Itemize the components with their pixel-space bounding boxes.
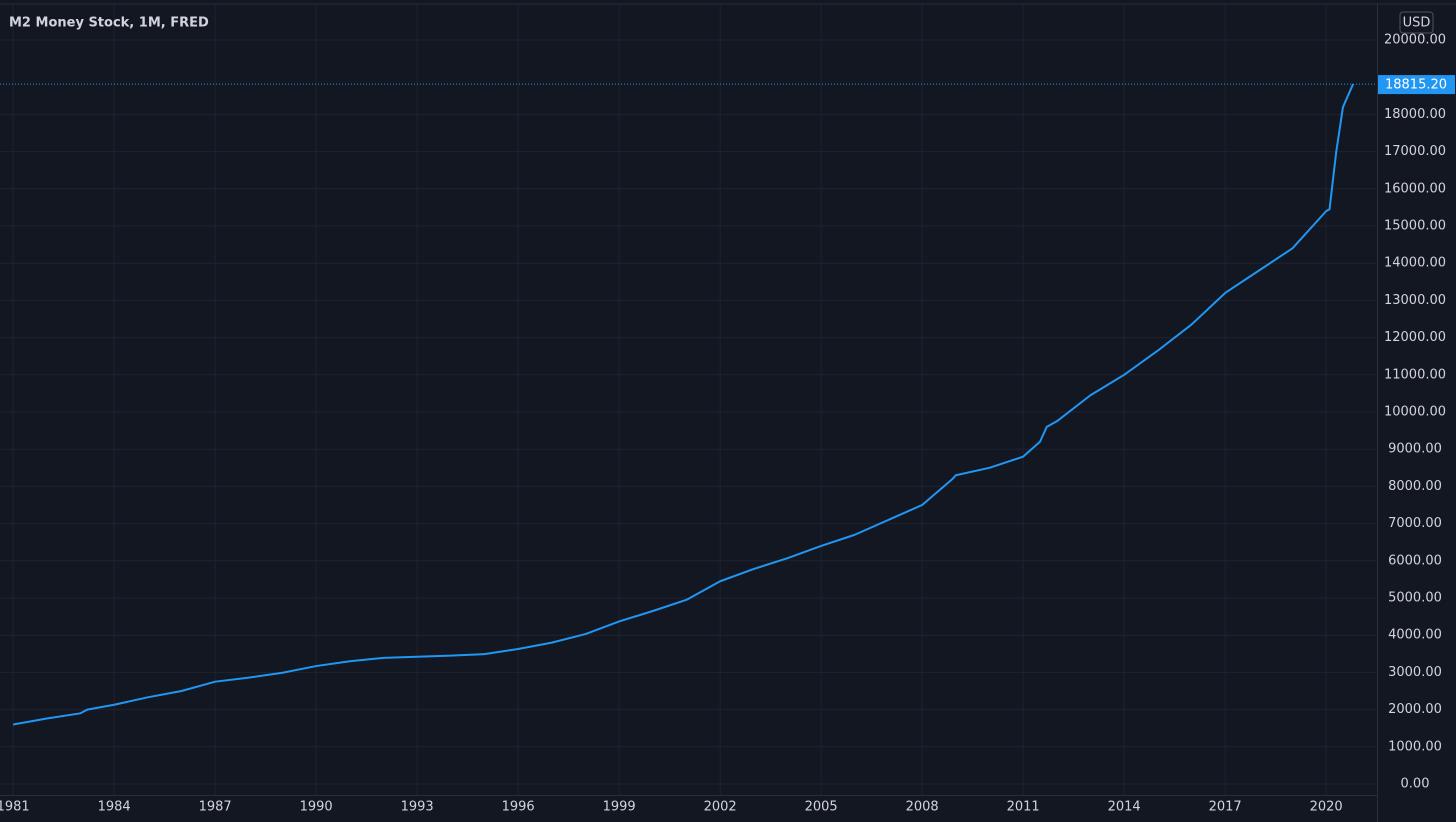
- x-tick-label: 2002: [704, 800, 737, 815]
- y-tick-label: 0.00: [1401, 776, 1430, 791]
- y-tick-label: 14000.00: [1384, 256, 1446, 271]
- x-tick-label: 2020: [1310, 800, 1343, 815]
- y-tick-label: 10000.00: [1384, 404, 1446, 419]
- x-tick-label: 1999: [603, 800, 636, 815]
- last-value-tag: [1378, 75, 1455, 95]
- y-tick-label: 9000.00: [1388, 442, 1442, 457]
- x-tick-label: 1996: [502, 800, 535, 815]
- y-tick-label: 20000.00: [1384, 33, 1446, 48]
- x-tick-label: 2011: [1007, 800, 1040, 815]
- y-tick-label: 3000.00: [1388, 665, 1442, 680]
- y-tick-label: 15000.00: [1384, 219, 1446, 234]
- x-tick-label: 1993: [401, 800, 434, 815]
- x-tick-label: 1981: [0, 800, 30, 815]
- y-tick-label: 12000.00: [1384, 330, 1446, 345]
- x-tick-label: 2014: [1108, 800, 1141, 815]
- data-line: [12, 83, 1355, 726]
- y-tick-label: 6000.00: [1388, 553, 1442, 568]
- x-tick-label: 2005: [805, 800, 838, 815]
- y-tick-label: 16000.00: [1384, 181, 1446, 196]
- chart-title: M2 Money Stock, 1M, FRED: [9, 16, 209, 31]
- last-value-label: 18815.20: [1385, 78, 1447, 93]
- y-tick-label: 17000.00: [1384, 144, 1446, 159]
- x-tick-label: 1990: [300, 800, 333, 815]
- grid: [0, 5, 1377, 795]
- x-tick-label: 2008: [906, 800, 939, 815]
- y-tick-label: 11000.00: [1384, 367, 1446, 382]
- y-tick-label: 4000.00: [1388, 628, 1442, 643]
- currency-label[interactable]: USD: [1403, 16, 1431, 31]
- x-tick-label: 2017: [1209, 800, 1242, 815]
- currency-box[interactable]: [1399, 11, 1434, 34]
- y-tick-label: 18000.00: [1384, 107, 1446, 122]
- x-tick-label: 1984: [98, 800, 131, 815]
- y-tick-label: 7000.00: [1388, 516, 1442, 531]
- y-tick-label: 8000.00: [1388, 479, 1442, 494]
- x-tick-label: 1987: [199, 800, 232, 815]
- y-tick-label: 2000.00: [1388, 702, 1442, 717]
- y-tick-label: 5000.00: [1388, 590, 1442, 605]
- y-tick-label: 1000.00: [1388, 739, 1442, 754]
- plot: [0, 83, 1377, 726]
- y-tick-label: 13000.00: [1384, 293, 1446, 308]
